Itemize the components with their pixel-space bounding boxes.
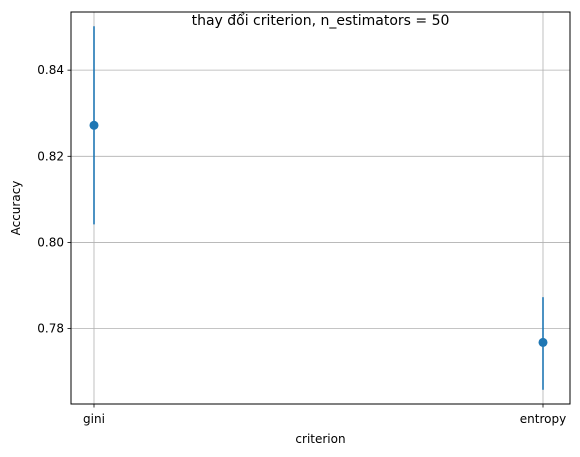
ticks-layer: 0.78 0.80 0.82 0.84 gini entropy [37,63,566,426]
y-tick-label: 0.82 [37,149,64,163]
data-point-gini [89,120,99,130]
data-point-entropy [538,337,548,347]
marks-layer [89,26,548,390]
y-tick-label: 0.78 [37,322,64,336]
y-tick-label: 0.84 [37,63,64,77]
x-axis-label: criterion [295,432,345,446]
chart-title: thay đổi criterion, n_estimators = 50 [192,12,450,29]
plot-frame [70,11,571,405]
y-axis-label: Accuracy [9,181,23,236]
grid-layer [71,12,570,404]
x-tick-label-gini: gini [83,412,105,426]
x-tick-label-entropy: entropy [520,412,566,426]
y-tick-label: 0.80 [37,235,64,249]
